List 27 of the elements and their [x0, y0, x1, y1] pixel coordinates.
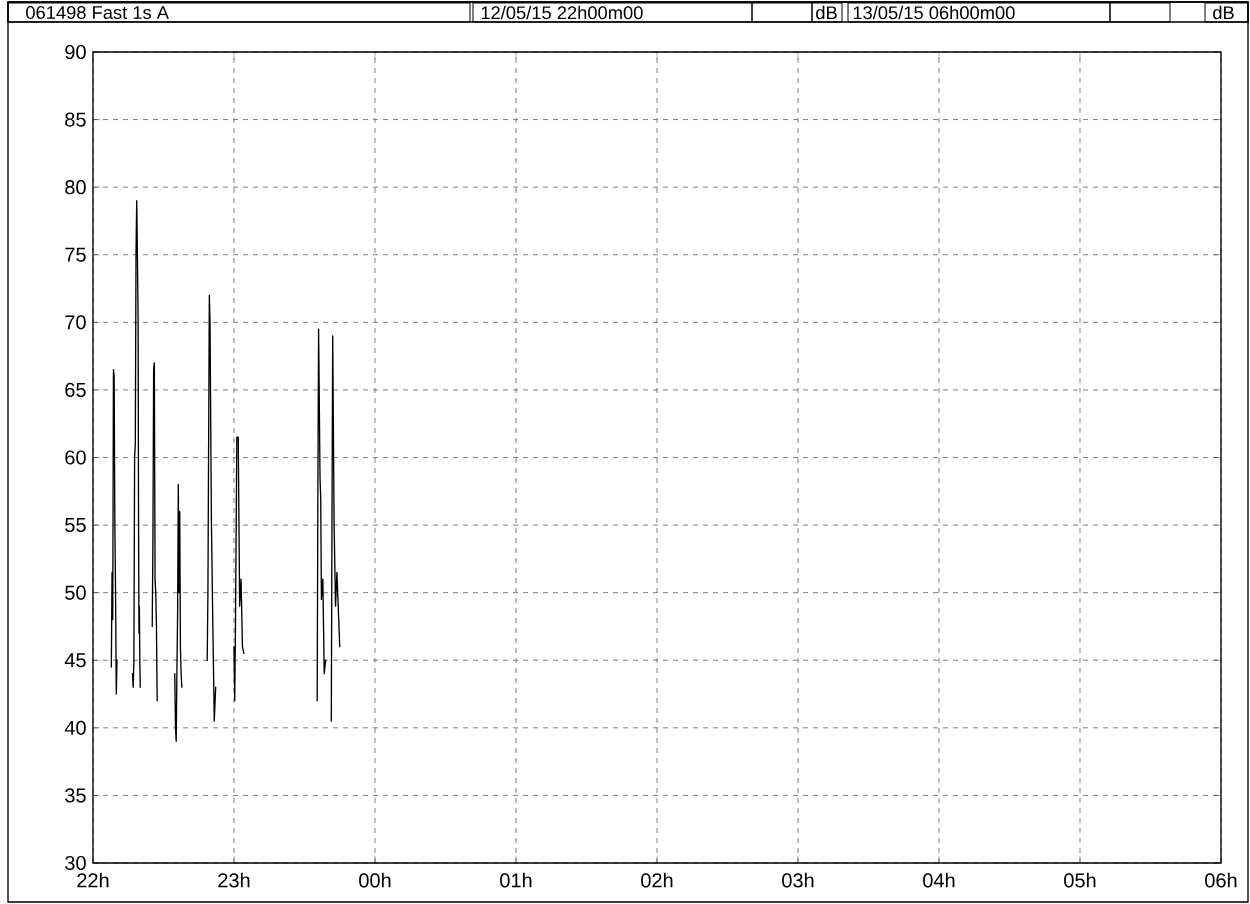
y-tick-label: 50 — [65, 585, 86, 600]
x-tick-label: 22h — [77, 872, 109, 888]
text: 061498 Fast 1s A — [26, 6, 169, 19]
x-tick-label: 00h — [359, 872, 391, 888]
x-tick-label: 03h — [782, 872, 814, 888]
y-tick-label: 45 — [64, 653, 86, 668]
text: dB — [1213, 5, 1234, 20]
y-tick-label: 35 — [65, 788, 86, 803]
y-tick-label: 30 — [65, 855, 86, 871]
x-tick-label: 04h — [923, 872, 955, 888]
text: 12/05/15 22h00m00 — [481, 5, 643, 20]
y-tick-label: 85 — [65, 112, 86, 127]
y-tick-label: 70 — [65, 315, 86, 330]
x-tick-label: 01h — [500, 872, 532, 888]
y-tick-label: 75 — [65, 247, 86, 262]
y-tick-label: 40 — [64, 720, 86, 735]
x-tick-label: 02h — [641, 872, 673, 888]
y-tick-label: 90 — [65, 44, 86, 60]
x-tick-label: 06h — [1205, 872, 1237, 888]
text: 13/05/15 06h00m00 — [853, 5, 1015, 20]
y-tick-label: 60 — [65, 450, 86, 465]
y-tick-label: 65 — [65, 382, 86, 397]
text: dB — [816, 5, 837, 20]
y-tick-label: 80 — [65, 180, 86, 195]
x-tick-label: 23h — [218, 872, 250, 888]
y-tick-label: 55 — [65, 518, 86, 533]
x-tick-label: 05h — [1064, 872, 1096, 888]
